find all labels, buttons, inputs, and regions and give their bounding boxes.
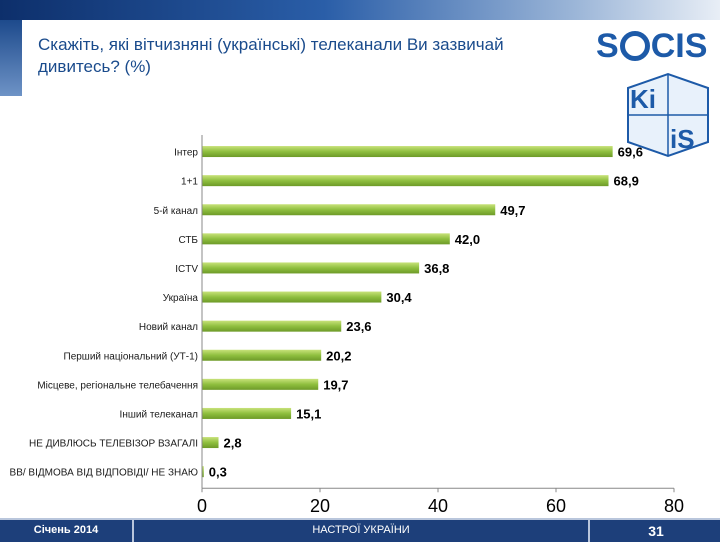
chart-value-labels: 69,6 68,9 49,7 42,0 36,8 30,4 23,6 20,2 19,715,1… bbox=[209, 145, 643, 480]
value-label: 23,6 bbox=[346, 319, 371, 334]
bar bbox=[202, 407, 292, 419]
category-label: Перший національний (УТ-1) bbox=[64, 351, 199, 362]
x-tick-label: 80 bbox=[664, 496, 684, 516]
category-label: Новий канал bbox=[139, 322, 198, 333]
category-label: 5-й канал bbox=[154, 206, 198, 217]
category-label: Інший телеканал bbox=[120, 409, 199, 420]
value-label: 15,1 bbox=[296, 406, 321, 421]
category-label: ICTV bbox=[175, 264, 198, 275]
socis-logo: S CIS bbox=[596, 28, 720, 64]
footer-date: Січень 2014 bbox=[0, 520, 134, 542]
bar bbox=[202, 378, 319, 390]
x-tick-labels: 0 20 40 60 80 bbox=[197, 488, 684, 516]
value-label: 69,6 bbox=[618, 145, 643, 160]
bar bbox=[202, 175, 609, 187]
category-label: Місцеве, регіональне телебачення bbox=[37, 379, 198, 391]
socis-logo-person-icon bbox=[619, 31, 650, 61]
category-label: СТБ bbox=[178, 235, 198, 246]
category-label: НЕ ДИВЛЮСЬ ТЕЛЕВІЗОР ВЗАГАЛІ bbox=[29, 439, 198, 450]
bar bbox=[202, 233, 450, 245]
value-label: 36,8 bbox=[424, 261, 449, 276]
left-accent-bar bbox=[0, 20, 22, 96]
value-label: 42,0 bbox=[455, 232, 480, 247]
bar bbox=[202, 349, 322, 361]
kiis-logo-top: Ki bbox=[630, 84, 656, 114]
bar bbox=[202, 320, 342, 332]
bar bbox=[202, 204, 496, 216]
value-label: 20,2 bbox=[326, 348, 351, 363]
bar bbox=[202, 291, 382, 303]
value-label: 19,7 bbox=[323, 377, 348, 392]
bar bbox=[202, 437, 219, 449]
x-tick-label: 60 bbox=[546, 496, 566, 516]
value-label: 0,3 bbox=[209, 465, 227, 480]
footer: Січень 2014 НАСТРОЇ УКРАЇНИ 31 bbox=[0, 518, 720, 542]
top-band bbox=[0, 0, 720, 20]
x-tick-label: 0 bbox=[197, 496, 207, 516]
value-label: 2,8 bbox=[224, 436, 242, 451]
category-label: 1+1 bbox=[181, 177, 198, 188]
page-title: Скажіть, які вітчизняні (українські) тел… bbox=[38, 35, 504, 76]
bar bbox=[202, 146, 613, 158]
x-tick-label: 40 bbox=[428, 496, 448, 516]
bar bbox=[202, 262, 420, 274]
kiis-logo-bottom: iS bbox=[670, 124, 695, 154]
category-label: Інтер bbox=[174, 148, 198, 159]
kiis-logo: Ki iS bbox=[627, 72, 709, 158]
value-label: 49,7 bbox=[500, 203, 525, 218]
footer-title: НАСТРОЇ УКРАЇНИ bbox=[312, 524, 410, 536]
x-tick-label: 20 bbox=[310, 496, 330, 516]
chart-bars bbox=[202, 146, 613, 478]
chart-category-labels: Інтер 1+1 5-й канал СТБ ICTV Україна Новий кан… bbox=[10, 148, 199, 479]
category-label: ВВ/ ВІДМОВА ВІД ВІДПОВІДІ/ НЕ ЗНАЮ bbox=[10, 468, 198, 479]
socis-logo-text: CIS bbox=[650, 27, 708, 65]
category-label: Україна bbox=[163, 293, 199, 304]
footer-page-number: 31 bbox=[588, 520, 720, 542]
socis-logo-s: S bbox=[596, 27, 619, 65]
value-label: 30,4 bbox=[386, 290, 412, 305]
value-label: 68,9 bbox=[614, 174, 639, 189]
bar-chart: Інтер 1+1 5-й канал СТБ ICTV Україна Новий кан… bbox=[10, 135, 684, 516]
bar bbox=[202, 466, 204, 478]
